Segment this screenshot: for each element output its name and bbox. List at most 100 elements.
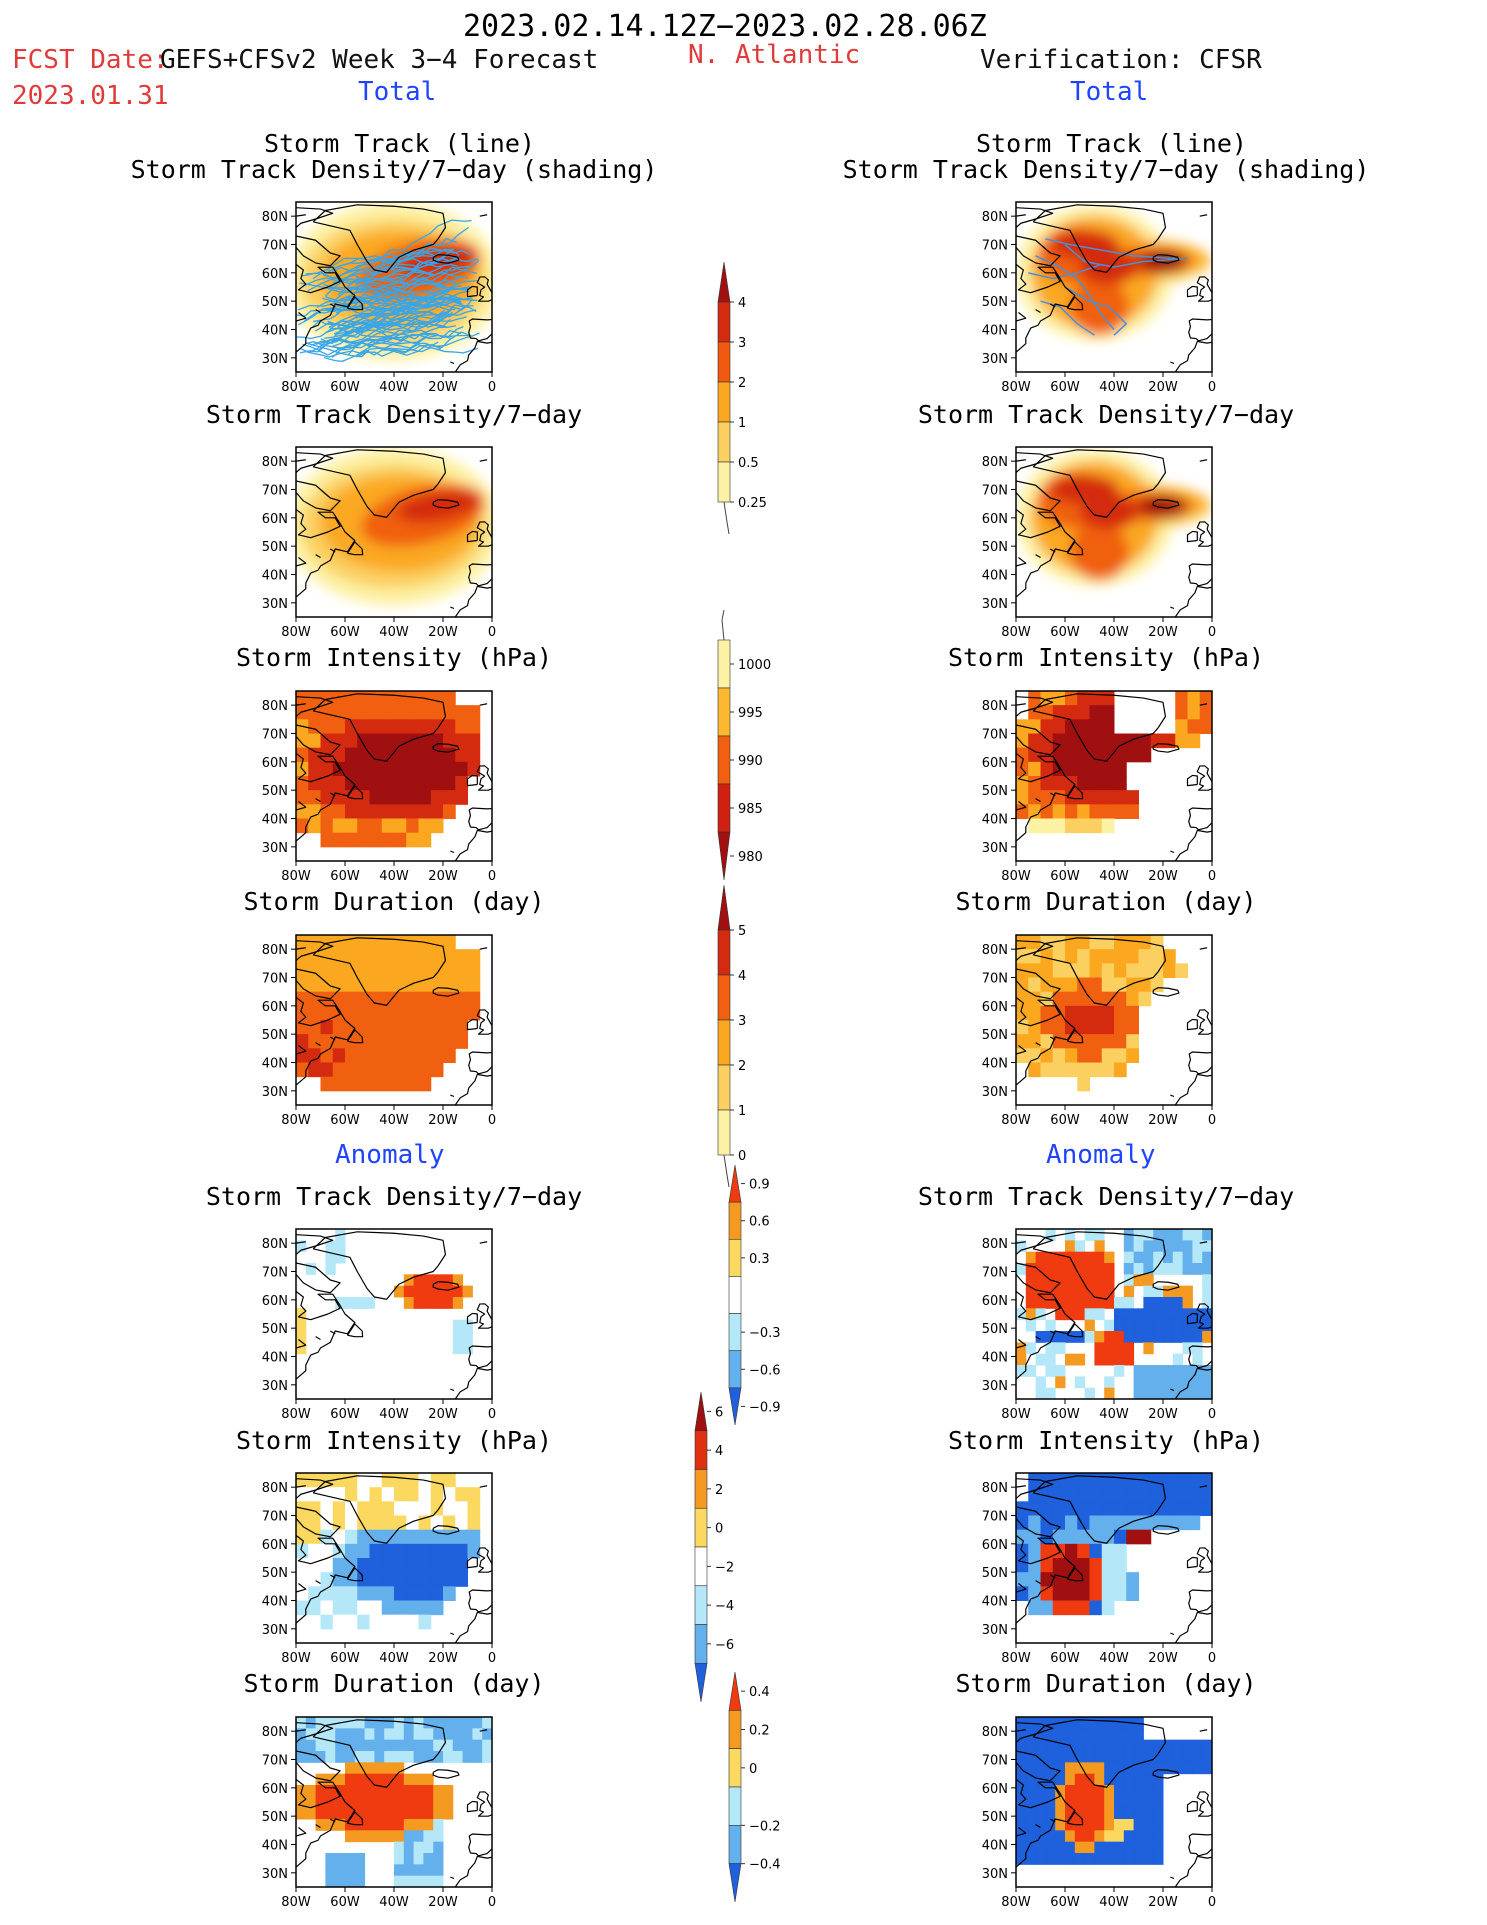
grid-cell xyxy=(369,747,383,763)
grid-cell xyxy=(443,1543,456,1559)
grid-cell xyxy=(1065,1487,1078,1502)
lake-outline xyxy=(1016,1827,1027,1837)
grid-cell xyxy=(406,733,419,749)
title-l-duration-anom: Storm Duration (day) xyxy=(243,1669,545,1698)
grid-cell xyxy=(443,1751,454,1763)
grid-cell xyxy=(335,1807,346,1820)
grid-cell xyxy=(1055,1751,1066,1763)
grid-cell xyxy=(1045,1728,1056,1741)
grid-cell xyxy=(1084,1319,1095,1332)
grid-cell xyxy=(1089,747,1103,763)
grid-cell xyxy=(381,1543,395,1559)
grid-cell xyxy=(315,1773,326,1786)
colorbar-segment xyxy=(728,1710,742,1749)
grid-cell xyxy=(1065,1005,1078,1021)
grid-cell xyxy=(320,818,334,834)
grid-cell xyxy=(1074,1796,1086,1809)
grid-cell xyxy=(1114,1762,1125,1775)
coastline xyxy=(1174,1367,1212,1399)
lat-tick-label: 80N xyxy=(982,943,1008,958)
coastline xyxy=(1186,774,1198,787)
grid-cell xyxy=(308,761,321,777)
grid-cell xyxy=(308,977,321,993)
grid-cell xyxy=(1104,1342,1115,1355)
grid-cell xyxy=(345,949,358,964)
grid-cell xyxy=(1055,1376,1066,1389)
grid-cell xyxy=(1153,1853,1164,1865)
grid-cell xyxy=(403,1807,415,1820)
grid-cell xyxy=(1150,733,1164,749)
grid-cell xyxy=(452,1274,464,1287)
grid-cell xyxy=(1055,1841,1066,1854)
grid-cell xyxy=(406,719,419,734)
coastline xyxy=(454,585,492,617)
lon-tick-label: 80W xyxy=(1001,1651,1031,1666)
grid-cell xyxy=(1077,1515,1090,1531)
coastline xyxy=(466,1312,478,1325)
grid-cell xyxy=(1077,719,1090,734)
grid-cell xyxy=(357,1572,370,1587)
grid-cell xyxy=(305,1263,317,1275)
grid-cell xyxy=(443,719,456,734)
grid-cell xyxy=(374,1819,385,1831)
grid-cell xyxy=(1040,1515,1054,1531)
coastline xyxy=(346,541,364,556)
grid-cell xyxy=(1101,776,1115,791)
coastline xyxy=(296,1262,341,1294)
grid-cell xyxy=(455,733,468,749)
grid-cell xyxy=(406,761,419,777)
grid-cell xyxy=(1192,1376,1203,1389)
grid-cell xyxy=(320,1558,334,1573)
grid-cell xyxy=(305,1751,317,1763)
grid-cell xyxy=(357,1558,370,1573)
lat-tick-label: 70N xyxy=(262,484,288,499)
grid-cell xyxy=(1045,1365,1056,1377)
grid-cell xyxy=(320,1614,334,1630)
grid-cell xyxy=(1077,1062,1090,1078)
grid-cell xyxy=(455,1515,468,1531)
lat-tick-label: 70N xyxy=(262,1510,288,1525)
lat-tick-label: 40N xyxy=(262,813,288,828)
grid-cell xyxy=(384,1751,395,1763)
coastline xyxy=(454,829,492,861)
grid-cell xyxy=(1016,1048,1029,1063)
grid-cell xyxy=(1074,1274,1086,1287)
grid-cell xyxy=(1114,1034,1127,1049)
coastline xyxy=(476,1791,492,1817)
grid-cell xyxy=(1202,1762,1212,1775)
grid-cell xyxy=(320,705,334,720)
grid-cell xyxy=(406,1515,419,1531)
grid-cell xyxy=(296,1487,309,1502)
title-r-duration: Storm Duration (day) xyxy=(955,887,1257,916)
grid-cell xyxy=(1028,790,1041,805)
grid-cell xyxy=(1101,733,1115,749)
grid-cell xyxy=(1163,1240,1174,1253)
density-shading xyxy=(1138,250,1188,273)
lon-tick-label: 80W xyxy=(1001,1895,1031,1910)
grid-cell xyxy=(1045,1353,1056,1366)
grid-cell xyxy=(1123,1841,1135,1854)
grid-cell xyxy=(305,1728,317,1741)
lake-outline xyxy=(315,309,321,314)
grid-cell xyxy=(443,1034,456,1049)
coastline xyxy=(312,204,447,273)
grid-cell xyxy=(430,719,444,734)
grid-cell xyxy=(1077,1487,1090,1502)
grid-cell xyxy=(1084,1229,1095,1241)
grid-cell xyxy=(1114,1751,1125,1763)
grid-cell xyxy=(332,1076,346,1092)
grid-cell xyxy=(345,1717,356,1729)
grid-cell xyxy=(443,1005,456,1021)
grid-cell xyxy=(308,1543,321,1559)
grid-cell xyxy=(403,1728,415,1741)
grid-cell xyxy=(1114,1020,1127,1035)
grid-cell xyxy=(1114,1342,1125,1355)
colorbar-segment xyxy=(717,1064,731,1111)
grid-cell xyxy=(332,790,346,805)
grid-cell xyxy=(1101,1515,1115,1531)
grid-cell xyxy=(308,1048,321,1063)
grid-cell xyxy=(443,1297,454,1309)
storm-track-line xyxy=(328,306,465,329)
